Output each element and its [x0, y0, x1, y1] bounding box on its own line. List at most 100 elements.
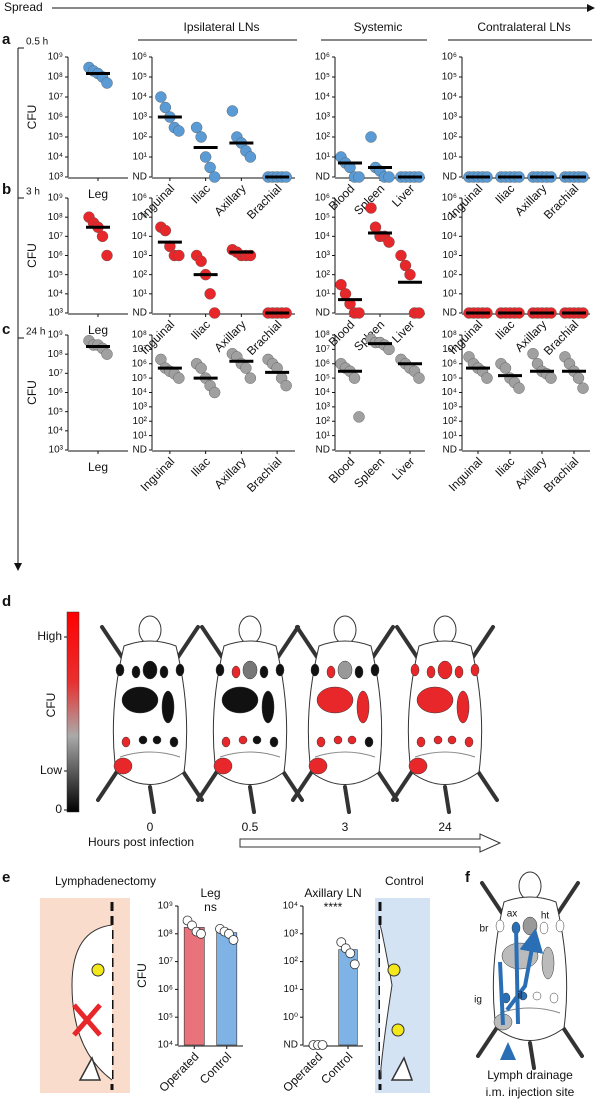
y-tick-label: 10² [443, 416, 458, 427]
organ [138, 735, 148, 745]
y-tick-label: 10¹ [133, 430, 148, 441]
organ [261, 690, 275, 724]
x-tick-label: Brachial [244, 181, 285, 222]
y-tick-label: 10³ [443, 250, 458, 261]
organ [238, 735, 248, 745]
x-tick-label: Control [318, 1049, 355, 1086]
organ [364, 736, 374, 748]
y-tick-label: 10² [316, 269, 331, 280]
y-tick-label: 10⁶ [315, 193, 330, 204]
organ [470, 663, 480, 677]
organ [447, 735, 457, 745]
organ [259, 665, 269, 679]
group-title: Contralateral LNs [477, 20, 570, 34]
data-point [173, 249, 185, 262]
y-axis-label: CFU [25, 380, 39, 405]
time-label: 3 h [26, 187, 40, 198]
y-tick-label: 10¹ [284, 984, 299, 995]
y-tick-label: 10⁹ [48, 52, 63, 63]
organ [215, 663, 225, 677]
y-tick-label: 10⁷ [48, 231, 63, 242]
mouse-limb [476, 881, 584, 1070]
y-tick-label: 10⁴ [315, 92, 330, 103]
organ [410, 663, 420, 677]
timepoint-label: 3 [342, 820, 349, 834]
x-tick-label: Operated [280, 1049, 325, 1094]
significance: ns [204, 900, 217, 914]
y-tick-label: 10⁹ [48, 193, 63, 204]
data-point [159, 224, 172, 237]
data-point [317, 1040, 328, 1050]
y-tick-label: 10⁷ [48, 92, 63, 103]
data-point [353, 307, 365, 319]
y-tick-label: 10⁶ [315, 52, 330, 63]
x-tick-label: Iliac [492, 317, 517, 342]
data-point [199, 151, 212, 163]
organ [555, 919, 565, 933]
y-tick-label: 10⁴ [442, 231, 457, 242]
x-tick-label: Axillary [211, 454, 248, 491]
mouse-body [112, 640, 188, 785]
data-point [395, 249, 407, 262]
node-label: ax [507, 909, 518, 920]
y-tick-label: 10⁴ [283, 901, 298, 912]
organ [252, 735, 262, 745]
x-tick-label: Iliac [188, 454, 213, 479]
organ [408, 757, 428, 775]
y-tick-label: 10⁰ [283, 1012, 298, 1023]
organ [115, 663, 125, 677]
organ [131, 665, 141, 679]
panel-title: Control [385, 874, 424, 888]
mouse-diagram [96, 615, 204, 814]
y-tick-label: 10⁵ [132, 373, 147, 384]
data-point [383, 236, 395, 248]
y-tick-label: 10⁸ [315, 330, 330, 341]
mouse-detail [499, 1007, 561, 1014]
y-tick-label: 10⁶ [132, 358, 147, 369]
organ [175, 663, 185, 677]
y-tick-label: 10² [316, 416, 331, 427]
y-tick-label: 10⁶ [132, 52, 147, 63]
x-tick-label: Brachial [541, 181, 582, 222]
organ [356, 690, 370, 724]
caption: i.m. injection site [486, 1085, 575, 1099]
mouse-head [238, 615, 262, 645]
x-tick-label: Iliac [492, 454, 517, 479]
y-tick-label: 10⁹ [48, 330, 63, 341]
organ [549, 992, 559, 1004]
y-tick-label: ND [443, 445, 457, 456]
mouse-head [433, 615, 457, 645]
data-point [101, 348, 113, 360]
x-tick-label: Liver [389, 317, 417, 345]
mouse-detail [119, 751, 181, 758]
y-tick-label: 10⁵ [48, 269, 63, 280]
data-point [572, 372, 585, 384]
mouse-limb [291, 625, 399, 814]
x-tick-label: Liver [389, 454, 417, 482]
data-point [545, 372, 557, 384]
lymph-node [391, 1023, 405, 1037]
data-point [226, 105, 239, 117]
y-tick-label: 10¹ [316, 152, 331, 163]
organ [221, 686, 259, 714]
y-tick-label: 10⁴ [315, 231, 330, 242]
y-tick-label: 10⁷ [132, 344, 147, 355]
data-point [527, 348, 539, 360]
y-tick-label: 10⁸ [442, 330, 457, 341]
x-tick-label: Iliac [492, 181, 517, 206]
injection-site [500, 1042, 516, 1060]
data-point [481, 372, 493, 384]
organ [213, 757, 233, 775]
organ [532, 991, 542, 1001]
data-point [96, 230, 109, 243]
data-point [195, 255, 207, 267]
y-tick-label: 10³ [316, 112, 331, 123]
y-tick-label: 10⁵ [315, 212, 330, 223]
x-tick-label: Leg [88, 460, 108, 474]
data-point [240, 362, 252, 374]
data-point [208, 171, 221, 183]
y-tick-label: 10⁴ [132, 387, 147, 398]
colorbar-label: Low [40, 763, 62, 777]
organ [495, 919, 505, 933]
y-tick-label: 10⁸ [158, 928, 173, 939]
